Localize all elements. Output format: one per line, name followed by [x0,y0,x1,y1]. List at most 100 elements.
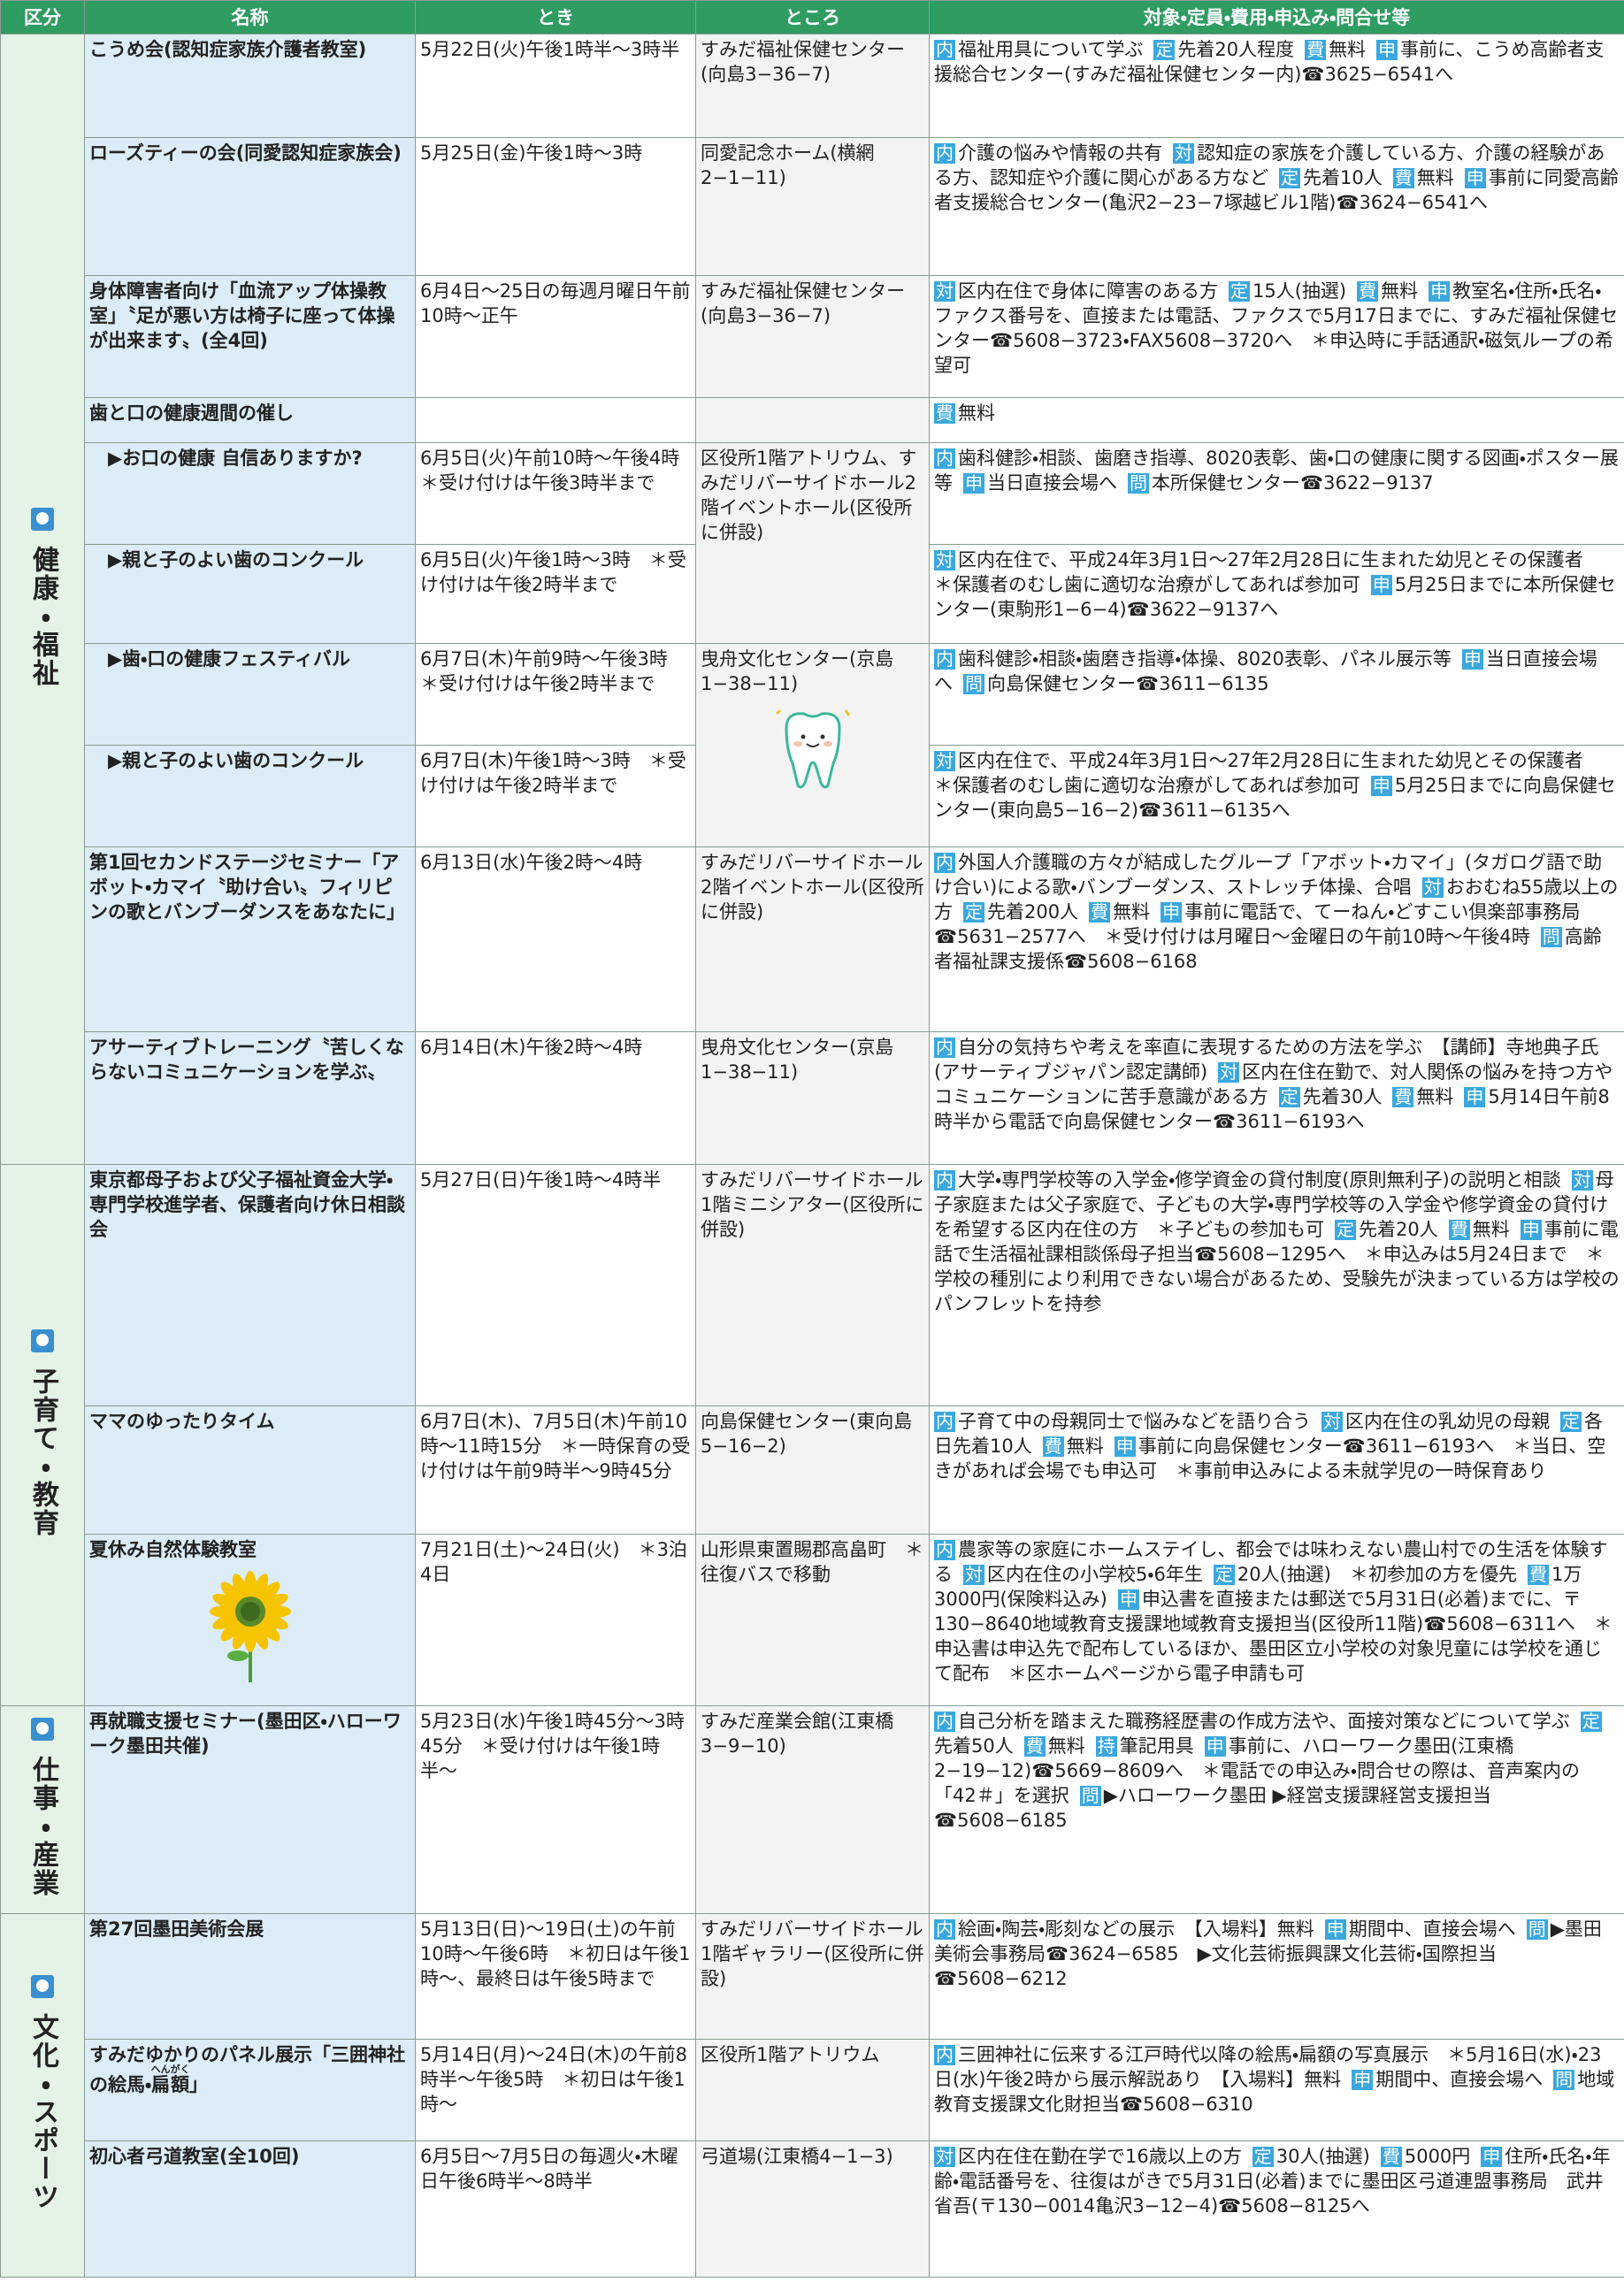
detail-text: 先着20人程度 [1177,39,1295,60]
detail-tag: 申 [963,472,984,494]
section-label: 健康・福祉 [27,545,58,687]
detail-text: 無料 [958,402,995,424]
name-text: ▶親と子のよい歯のコンクール [108,750,364,771]
when-cell: 6月14日(木)午後2時〜4時 [415,1031,696,1165]
detail-tag: 申 [1464,1086,1486,1107]
name-text: ママのゆったりタイム [89,1411,275,1432]
details-cell: 対区内在住で、平成24年3月1日〜27年2月28日に生まれた幼児とその保護者 ＊… [929,745,1624,847]
detail-tag: 定 [1580,1711,1602,1732]
detail-tag: 対 [1173,142,1194,164]
detail-tag: 内 [934,1918,955,1940]
detail-text: 先着30人 [1302,1086,1383,1107]
when-cell: 6月5日〜7月5日の毎週火・木曜日午後6時半〜8時半 [415,2140,696,2278]
detail-text: 5月25日までに本所保健センター(東駒形1−6−4)☎3622−9137へ [934,574,1616,620]
name-text: 夏休み自然体験教室 [89,1539,257,1560]
when-cell: 6月7日(木)、7月5日(木)午前10時〜11時15分 ＊一時保育の受け付けは午… [415,1405,696,1535]
section-icon [31,507,54,531]
when-text: 5月14日(月)〜24日(木)の午前8時半〜午後5時 ＊初日は午後1時〜 [420,2044,687,2115]
when-text: 6月5日(火)午後1時〜3時 ＊受け付けは午後2時半まで [420,549,686,595]
detail-tag: 申 [1114,1436,1136,1457]
when-text: 6月5日(火)午前10時〜午後4時 ＊受け付けは午後3時半まで [420,448,695,494]
when-text: 6月7日(木)、7月5日(木)午前10時〜11時15分 ＊一時保育の受け付けは午… [420,1411,691,1482]
where-cell: すみだ産業会館(江東橋3−9−10) [695,1705,930,1914]
detail-text: 無料 [1329,39,1367,60]
section-cell: 仕事・産業 [0,1705,85,1914]
when-text: 7月21日(土)〜24日(火) ＊3泊4日 [420,1539,687,1585]
detail-text: 区内在住で、平成24年3月1日〜27年2月28日に生まれた幼児とその保護者 ＊保… [934,549,1602,595]
table-row: 子育て・教育 東京都母子および父子福祉資金大学・専門学校進学者、保護者向け休日相談… [0,1164,1624,1706]
detail-text: 区内在住の乳幼児の母親 [1345,1411,1550,1432]
detail-tag: 対 [934,549,955,570]
when-cell: 6月5日(火)午後1時〜3時 ＊受け付けは午後2時半まで [415,544,696,644]
detail-tag: 定 [1229,280,1250,302]
detail-tag: 費 [1392,1086,1414,1107]
name-cell: 夏休み自然体験教室 [84,1534,416,1706]
where-text: すみだリバーサイドホール2階イベントホール(区役所に併設) [701,852,924,923]
detail-text: 区内在住の小学校5・6年生 [987,1564,1203,1585]
detail-text: 事前に同愛高齢者支援総合センター(亀沢2−23−7塚越ビル1階)☎3624−65… [934,167,1619,213]
name-text: 初心者弓道教室(全10回) [89,2146,300,2167]
detail-tag: 対 [1421,877,1444,898]
detail-tag: 費 [934,402,955,424]
detail-tag: 申 [1464,167,1486,188]
table-row: すみだゆかりのパネル展示「三囲神社の絵馬・扁額へんがく」 5月14日(月)〜24日… [1,2039,1624,2141]
details-cell: 内歯科健診・相談、歯磨き指導、8020表彰、歯・口の健康に関する図画・ポスター展… [929,442,1624,545]
where-text: 曳舟文化センター(京島1−38−11) [701,648,894,694]
detail-text: 期間中、直接会場へ [1348,1918,1516,1940]
where-cell: すみだ福祉保健センター(向島3−36−7) [695,34,930,138]
details-cell: 対区内在住在勤在学で16歳以上の方定 30人(抽選) 費 5000円申住所・氏名・年齢… [929,2140,1624,2278]
when-cell: 6月7日(木)午後1時〜3時 ＊受け付けは午後2時半まで [415,745,696,847]
table-row: ▶親と子のよい歯のコンクール 6月7日(木)午後1時〜3時 ＊受け付けは午後2時半… [1,745,1624,847]
detail-text: 教室名・住所・氏名・ファクス番号を、直接または電話、ファクスで5月17日までに、… [934,280,1619,376]
details-cell: 内自分の気持ちや考えを率直に表現するための方法を学ぶ 【講師】寺地典子氏(アサー… [929,1031,1624,1165]
name-text: すみだゆかりのパネル展示「三囲神社の絵馬・ [89,2044,405,2095]
when-cell: 5月23日(水)午後1時45分〜3時45分 ＊受け付けは午後1時半〜 [415,1705,696,1914]
detail-text: 子育て中の母親同士で悩みなどを語り合う [958,1411,1311,1432]
detail-tag: 定 [1335,1219,1356,1240]
table-row: 歯と口の健康週間の催し 費無料 [1,397,1624,443]
name-text: アサーティブトレーニング〝苦しくならないコミュニケーションを学ぶ〟 [89,1037,404,1083]
details-cell: 内絵画・陶芸・彫刻などの展示 【入場料】無料申期間中、直接会場へ問 ▶墨田美術会事… [929,1913,1624,2040]
header-row: 区分 名称 とき ところ 対象・定員・費用・申込み・問合せ等 [0,0,1624,34]
name-cell: 第1回セカンドステージセミナー「アボット・カマイ〝助け合い〟フィリピンの歌とバン… [84,846,416,1032]
where-text: 同愛記念ホーム(横網2−1−11) [701,142,875,188]
where-cell: 区役所1階アトリウム、すみだリバーサイドホール2階イベントホール(区役所に併設) [695,442,930,644]
name-cell: ▶お口の健康 自信ありますか? [84,442,416,545]
detail-text: 向島保健センター☎3611−6135 [987,673,1269,694]
where-cell: 曳舟文化センター(京島1−38−11) [695,1031,930,1165]
name-cell: ▶親と子のよい歯のコンクール [84,745,416,847]
detail-text: 申込書を直接または郵送で5月31日(必着)までに、〒130−8640地域教育支援… [934,1589,1613,1684]
detail-text: 5月14日午前8時半から電話で向島保健センター☎3611−6193へ [934,1086,1610,1132]
detail-tag: 費 [1305,39,1327,60]
where-text: 向島保健センター(東向島5−16−2) [701,1411,913,1457]
when-text: 6月5日〜7月5日の毎週火・木曜日午後6時半〜8時半 [420,2146,678,2192]
column-header: 対象・定員・費用・申込み・問合せ等 [929,0,1624,34]
detail-tag: 対 [1571,1169,1593,1191]
detail-text: 無料 [1113,901,1151,923]
when-text: 5月22日(火)午後1時半〜3時半 [420,39,680,60]
detail-tag: 問 [1540,926,1562,947]
detail-text: 絵画・陶芸・彫刻などの展示 【入場料】無料 [958,1918,1314,1940]
detail-tag: 対 [934,750,955,771]
table-body: 健康・福祉 こうめ会(認知症家族介護者教室) 5月22日(火)午後1時半〜3時半 すみ… [0,34,1624,2278]
detail-text: 無料 [1047,1735,1085,1757]
detail-text: 事前に電話で生活福祉課相談係母子担当☎5608−1295へ ＊申込みは5月24日… [934,1219,1620,1314]
detail-text: 介護の悩みや情報の共有 [958,142,1162,164]
detail-text: 住所・氏名・年齢・電話番号を、往復はがきで5月31日(必着)までに墨田区弓道連盟… [934,2146,1611,2217]
detail-tag: 費 [1089,901,1111,923]
detail-text: 区内在住で身体に障害のある方 [958,280,1218,302]
name-text: 身体障害者向け「血流アップ体操教室」〝足が悪い方は椅子に座って体操が出来ます〟(… [89,280,395,351]
detail-text: 当日直接会場へ [987,472,1117,494]
where-text: 弓道場(江東橋4−1−3) [701,2146,893,2167]
table-row: 身体障害者向け「血流アップ体操教室」〝足が悪い方は椅子に座って体操が出来ます〟(… [1,275,1624,398]
detail-tag: 対 [934,2146,955,2167]
when-cell: 6月5日(火)午前10時〜午後4時 ＊受け付けは午後3時半まで [415,442,696,545]
detail-tag: 申 [1370,574,1392,595]
detail-tag: 問 [1553,2069,1575,2090]
table-row: 文化・スポーツ 第27回墨田美術会展 5月13日(日)〜19日(土)の午前10時〜午… [0,1913,1624,2278]
detail-text: 無料 [1416,1086,1454,1107]
when-cell: 5月27日(日)午後1時〜4時半 [415,1164,696,1406]
table-row: アサーティブトレーニング〝苦しくならないコミュニケーションを学ぶ〟 6月14日(木… [1,1031,1624,1165]
detail-text: 先着10人 [1303,167,1383,188]
detail-text: 期間中、直接会場へ [1375,2069,1544,2090]
